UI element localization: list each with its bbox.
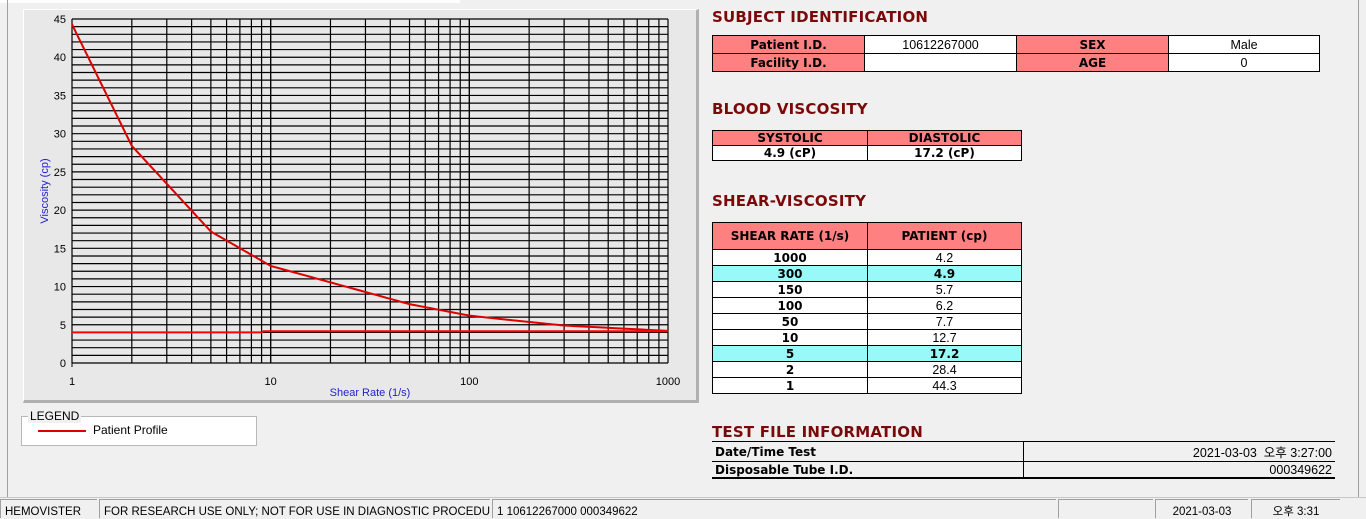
shear-row: 2 28.4	[712, 361, 1022, 378]
subject-title: SUBJECT IDENTIFICATION	[712, 8, 929, 26]
shear-rate-cell: 1	[712, 377, 868, 394]
shear-row: 10 12.7	[712, 329, 1022, 346]
test-file-table: Date/Time Test 2021-03-03 오후 3:27:00 Disp…	[712, 441, 1335, 479]
shear-rate-cell: 5	[712, 345, 868, 362]
patient-cp-cell: 12.7	[867, 329, 1022, 346]
status-time: 오후 3:31	[1251, 499, 1340, 518]
shear-rate-cell: 300	[712, 265, 868, 282]
y-tick-label: 10	[54, 282, 66, 294]
shear-viscosity-title: SHEAR-VISCOSITY	[712, 192, 867, 210]
datetime-label: Date/Time Test	[712, 441, 1024, 462]
y-tick-label: 45	[54, 14, 66, 26]
x-axis-label: Shear Rate (1/s)	[330, 387, 411, 399]
y-tick-label: 40	[54, 52, 66, 64]
facility-id-value	[864, 53, 1017, 72]
patient-id-label: Patient I.D.	[712, 35, 865, 54]
y-tick-label: 20	[54, 205, 66, 217]
age-label: AGE	[1016, 53, 1169, 72]
status-app-name: HEMOVISTER	[0, 499, 97, 518]
subject-table: Patient I.D. 10612267000 SEX Male Facility …	[712, 35, 1320, 72]
patient-cp-cell: 6.2	[867, 297, 1022, 314]
legend-title: LEGEND	[28, 409, 82, 423]
shear-row: 300 4.9	[712, 265, 1022, 282]
status-empty	[1058, 499, 1153, 518]
y-axis-label: Viscosity (cp)	[39, 158, 51, 223]
y-tick-label: 5	[60, 320, 66, 332]
y-tick-label: 25	[54, 167, 66, 179]
datetime-value: 2021-03-03 오후 3:27:00	[1023, 441, 1335, 462]
shear-rate-cell: 50	[712, 313, 868, 330]
shear-row: 50 7.7	[712, 313, 1022, 330]
shear-row: 100 6.2	[712, 297, 1022, 314]
x-tick-label: 1000	[656, 376, 680, 388]
shear-rate-cell: 2	[712, 361, 868, 378]
patient-cp-cell: 44.3	[867, 377, 1022, 394]
status-bar	[0, 497, 1366, 519]
left-border	[7, 0, 8, 497]
x-tick-label: 10	[265, 376, 277, 388]
x-tick-label: 1	[69, 376, 75, 388]
facility-id-label: Facility I.D.	[712, 53, 865, 72]
patient-id-value: 10612267000	[864, 35, 1017, 54]
patient-cp-cell: 7.7	[867, 313, 1022, 330]
test-file-title: TEST FILE INFORMATION	[712, 423, 923, 441]
y-tick-label: 15	[54, 243, 66, 255]
top-strip	[0, 0, 460, 3]
chart-frame	[23, 9, 699, 403]
legend-label: Patient Profile	[93, 423, 168, 437]
y-tick-label: 0	[60, 358, 66, 370]
shear-rate-header: SHEAR RATE (1/s)	[712, 222, 868, 250]
status-record: 1 10612267000 000349622	[492, 499, 1056, 518]
diastolic-label: DIASTOLIC	[867, 130, 1022, 146]
patient-cp-cell: 4.9	[867, 265, 1022, 282]
status-date: 2021-03-03	[1155, 499, 1248, 518]
patient-cp-cell: 28.4	[867, 361, 1022, 378]
sex-label: SEX	[1016, 35, 1169, 54]
shear-row: 1000 4.2	[712, 249, 1022, 266]
shear-row: 5 17.2	[712, 345, 1022, 362]
y-tick-label: 30	[54, 129, 66, 141]
systolic-value: 4.9 (cP)	[712, 145, 868, 161]
shear-row: 150 5.7	[712, 281, 1022, 298]
shear-rate-cell: 100	[712, 297, 868, 314]
blood-viscosity-title: BLOOD VISCOSITY	[712, 100, 868, 118]
diastolic-value: 17.2 (cP)	[867, 145, 1022, 161]
patient-profile-series	[71, 23, 669, 332]
viscosity-chart: 0 5 10 15 20 25 30 35 40 45 1 10 100 1000 Shear Rate (…	[39, 14, 680, 399]
shear-rate-cell: 150	[712, 281, 868, 298]
status-notice: FOR RESEARCH USE ONLY; NOT FOR USE IN DI…	[99, 499, 490, 518]
patient-cp-cell: 4.2	[867, 249, 1022, 266]
patient-cp-cell: 5.7	[867, 281, 1022, 298]
shear-rate-cell: 10	[712, 329, 868, 346]
sex-value: Male	[1168, 35, 1320, 54]
x-tick-label: 100	[460, 376, 478, 388]
legend-line-swatch	[38, 430, 86, 432]
blood-viscosity-table: SYSTOLIC DIASTOLIC 4.9 (cP) 17.2 (cP)	[712, 130, 1022, 161]
reference-series	[72, 330, 668, 334]
systolic-label: SYSTOLIC	[712, 130, 868, 146]
shear-viscosity-table: SHEAR RATE (1/s) PATIENT (cp) 1000 4.2 300 4…	[712, 222, 1022, 394]
y-tick-label: 35	[54, 90, 66, 102]
age-value: 0	[1168, 53, 1320, 72]
tube-id-value: 000349622	[1023, 461, 1335, 479]
right-border	[1358, 0, 1359, 497]
patient-cp-header: PATIENT (cp)	[867, 222, 1022, 250]
patient-cp-cell: 17.2	[867, 345, 1022, 362]
tube-id-label: Disposable Tube I.D.	[712, 461, 1024, 479]
shear-rate-cell: 1000	[712, 249, 868, 266]
shear-row: 1 44.3	[712, 377, 1022, 394]
